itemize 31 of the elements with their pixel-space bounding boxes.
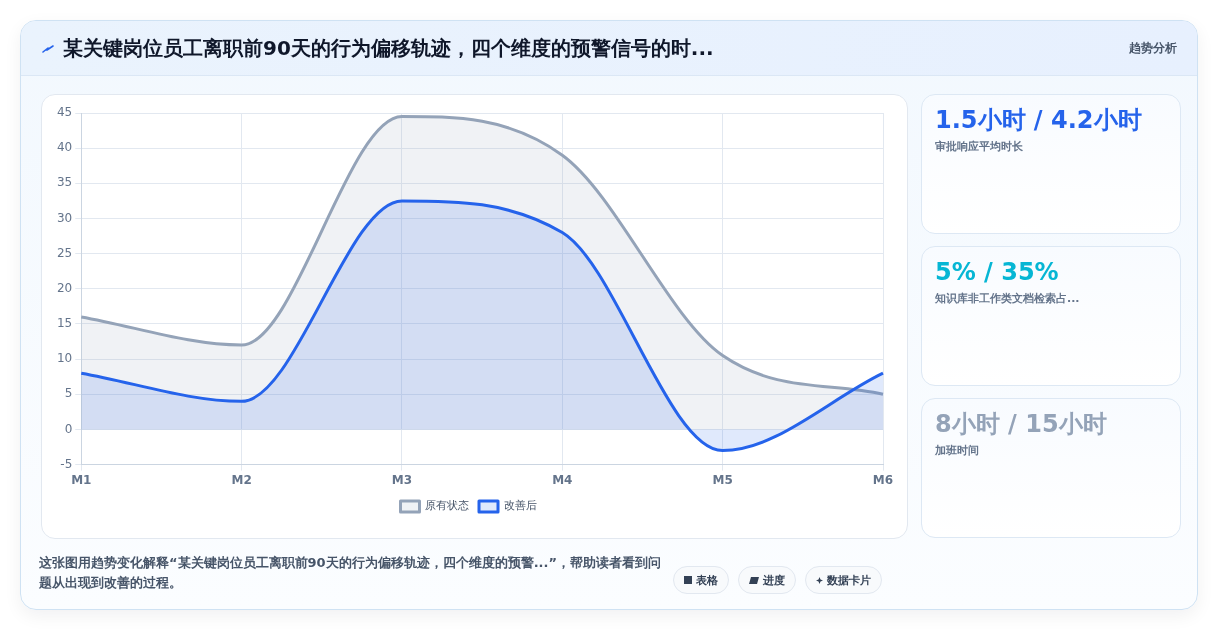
text: 8小时 / 15小时 [935, 409, 1107, 439]
legend-label: 改善后 [503, 499, 537, 513]
y-tick-label: 15 [56, 316, 73, 331]
text: 知识库非工作类文档检索占... [935, 291, 1080, 306]
x-tick-label: M5 [712, 472, 733, 487]
y-tick-label: 10 [56, 351, 73, 366]
y-tick-label: 40 [56, 140, 73, 155]
y-tick-label: 5 [64, 386, 73, 401]
text: 数据卡片 [827, 572, 871, 588]
y-tick-label: 25 [56, 245, 73, 260]
x-tick-label: M6 [872, 472, 894, 487]
text: 审批响应平均时长 [935, 139, 1023, 154]
text: 趋势分析 [1129, 40, 1177, 57]
y-tick-label: -5 [60, 456, 73, 471]
y-tick-label: 20 [56, 280, 73, 295]
x-tick-label: M2 [231, 472, 252, 487]
text: 表格 [696, 572, 718, 588]
legend-label: 原有状态 [425, 499, 469, 513]
text: 1.5小时 / 4.2小时 [935, 105, 1142, 135]
x-tick-label: M3 [391, 472, 413, 487]
x-tick-label: M4 [552, 472, 573, 487]
text: 某关键岗位员工离职前90天的行为偏移轨迹，四个维度的预警信号的时... [63, 36, 714, 60]
text: 进度 [763, 572, 785, 588]
text: 这张图用趋势变化解释“某关键岗位员工离职前90天的行为偏移轨迹，四个维度的预警...”，帮助读者看到问题从出现到改善的过程。 [39, 554, 662, 592]
y-tick-label: 35 [56, 175, 73, 190]
y-tick-label: 30 [56, 210, 73, 225]
y-tick-label: 0 [64, 421, 73, 436]
x-tick-label: M1 [71, 472, 92, 487]
text: 5% / 35% [935, 257, 1059, 287]
y-tick-label: 45 [56, 105, 73, 120]
text: 加班时间 [935, 443, 979, 458]
